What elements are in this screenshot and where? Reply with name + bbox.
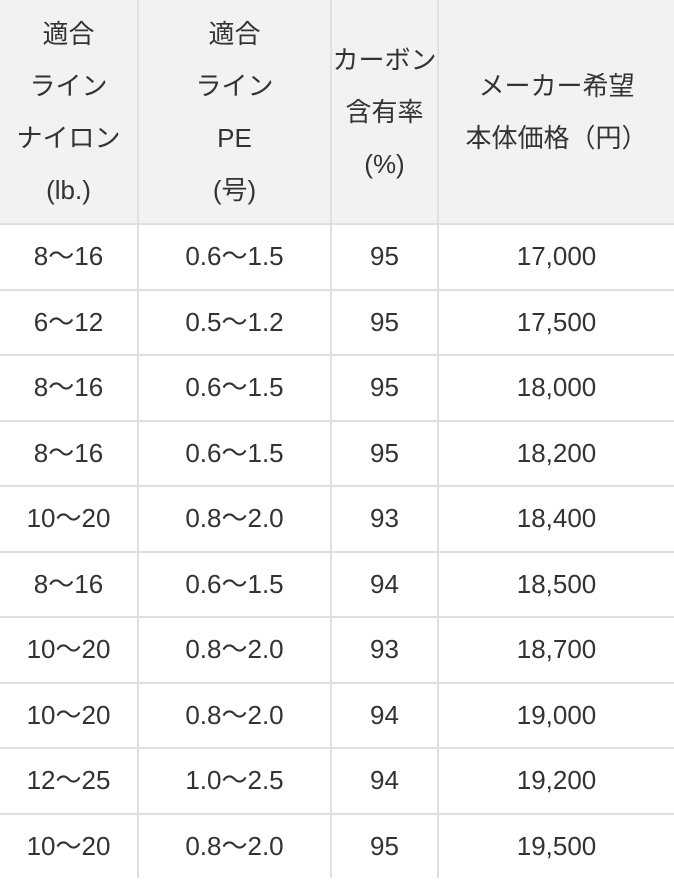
cell-carbon: 95 (330, 354, 439, 422)
table-row: 10〜20 0.8〜2.0 94 19,000 (0, 681, 674, 749)
cell-nylon: 8〜16 (0, 419, 139, 487)
header-line: PE (217, 122, 252, 153)
cell-pe: 0.8〜2.0 (137, 812, 332, 878)
cell-price: 18,400 (437, 485, 674, 553)
table-row: 10〜20 0.8〜2.0 93 18,700 (0, 616, 674, 684)
cell-pe: 0.6〜1.5 (137, 419, 332, 487)
header-line: ナイロン (16, 122, 121, 153)
cell-price: 19,500 (437, 812, 674, 878)
cell-nylon: 12〜25 (0, 747, 139, 815)
header-row: 適合ラインナイロン (lb.) 適合ライン PE (号) カーボン含有率 (%) メーカー希望… (0, 0, 674, 225)
table-row: 6〜12 0.5〜1.2 95 17,500 (0, 288, 674, 356)
cell-nylon: 6〜12 (0, 288, 139, 356)
cell-nylon: 10〜20 (0, 681, 139, 749)
cell-nylon: 10〜20 (0, 616, 139, 684)
cell-price: 18,200 (437, 419, 674, 487)
cell-price: 18,500 (437, 550, 674, 618)
cell-pe: 0.8〜2.0 (137, 485, 332, 553)
table-row: 8〜16 0.6〜1.5 95 18,000 (0, 354, 674, 422)
table-row: 8〜16 0.6〜1.5 95 18,200 (0, 419, 674, 487)
column-header-price: メーカー希望 本体価格（円） (437, 0, 674, 225)
cell-nylon: 8〜16 (0, 223, 139, 291)
cell-price: 18,000 (437, 354, 674, 422)
cell-pe: 0.8〜2.0 (137, 681, 332, 749)
cell-carbon: 94 (330, 681, 439, 749)
header-line: (%) (364, 148, 405, 179)
header-line: カーボン (332, 44, 437, 75)
cell-pe: 0.6〜1.5 (137, 550, 332, 618)
table-row: 8〜16 0.6〜1.5 94 18,500 (0, 550, 674, 618)
cell-pe: 0.6〜1.5 (137, 354, 332, 422)
cell-carbon: 93 (330, 485, 439, 553)
cell-carbon: 95 (330, 223, 439, 291)
cell-pe: 0.8〜2.0 (137, 616, 332, 684)
cell-price: 18,700 (437, 616, 674, 684)
header-line: ライン (195, 70, 274, 101)
table-row: 10〜20 0.8〜2.0 93 18,400 (0, 485, 674, 553)
header-line: (lb.) (46, 174, 91, 205)
cell-pe: 0.5〜1.2 (137, 288, 332, 356)
cell-carbon: 94 (330, 550, 439, 618)
cell-carbon: 95 (330, 419, 439, 487)
cell-price: 17,500 (437, 288, 674, 356)
cell-nylon: 10〜20 (0, 485, 139, 553)
cell-price: 19,200 (437, 747, 674, 815)
cell-nylon: 8〜16 (0, 354, 139, 422)
cell-carbon: 95 (330, 812, 439, 878)
table-row: 12〜25 1.0〜2.5 94 19,200 (0, 747, 674, 815)
header-line: 本体価格（円） (465, 122, 648, 153)
header-line: ライン (29, 70, 108, 101)
header-line: 適合 (42, 18, 95, 49)
cell-carbon: 93 (330, 616, 439, 684)
cell-nylon: 8〜16 (0, 550, 139, 618)
header-line: 含有率 (345, 96, 424, 127)
table-row: 10〜20 0.8〜2.0 95 19,500 (0, 812, 674, 878)
cell-pe: 1.0〜2.5 (137, 747, 332, 815)
cell-price: 19,000 (437, 681, 674, 749)
cell-nylon: 10〜20 (0, 812, 139, 878)
header-line: (号) (212, 174, 257, 205)
header-line: 適合 (208, 18, 261, 49)
cell-pe: 0.6〜1.5 (137, 223, 332, 291)
cell-carbon: 94 (330, 747, 439, 815)
column-header-pe: 適合ライン PE (号) (137, 0, 332, 225)
column-header-nylon: 適合ラインナイロン (lb.) (0, 0, 139, 225)
cell-price: 17,000 (437, 223, 674, 291)
column-header-carbon: カーボン含有率 (%) (330, 0, 439, 225)
table-row: 8〜16 0.6〜1.5 95 17,000 (0, 223, 674, 291)
header-line: メーカー希望 (478, 70, 635, 101)
cell-carbon: 95 (330, 288, 439, 356)
